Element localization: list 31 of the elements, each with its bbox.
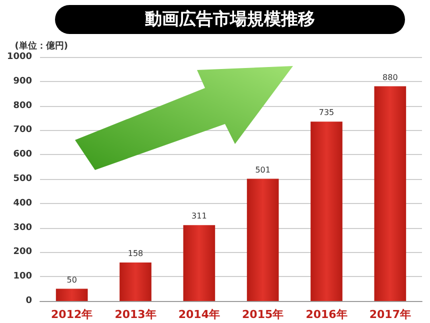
y-tick-label: 400	[13, 198, 32, 208]
y-tick-label: 100	[13, 272, 32, 282]
y-tick-label: 200	[13, 247, 32, 258]
bar	[310, 122, 342, 301]
y-tick-label: 500	[13, 174, 32, 184]
y-tick-label: 900	[13, 76, 32, 86]
y-tick-label: 1000	[6, 52, 32, 62]
data-label: 880	[382, 72, 398, 82]
chart-title: 動画広告市場規模推移	[144, 10, 315, 30]
y-axis-title: (単位：億円)	[14, 40, 68, 52]
y-tick-label: 600	[13, 150, 32, 160]
data-label: 501	[255, 165, 270, 174]
bar	[183, 225, 216, 301]
x-tick-label: 2017年	[369, 308, 411, 321]
x-tick-label: 2014年	[178, 308, 220, 321]
y-tick-label: 700	[13, 125, 32, 136]
data-label: 158	[128, 248, 144, 258]
bar	[120, 262, 152, 301]
x-tick-label: 2015年	[242, 308, 284, 321]
y-tick-label: 800	[13, 100, 32, 111]
x-tick-label: 2012年	[51, 308, 93, 321]
bar	[246, 178, 279, 301]
data-label: 735	[318, 108, 334, 118]
data-label: 311	[192, 212, 207, 221]
bar	[374, 86, 406, 301]
x-tick-label: 2016年	[306, 308, 348, 321]
y-tick-label: 300	[13, 222, 32, 233]
y-tick-label: 0	[26, 296, 32, 306]
x-tick-label: 2013年	[114, 308, 156, 321]
data-label: 50	[66, 275, 77, 284]
bar	[56, 288, 88, 301]
